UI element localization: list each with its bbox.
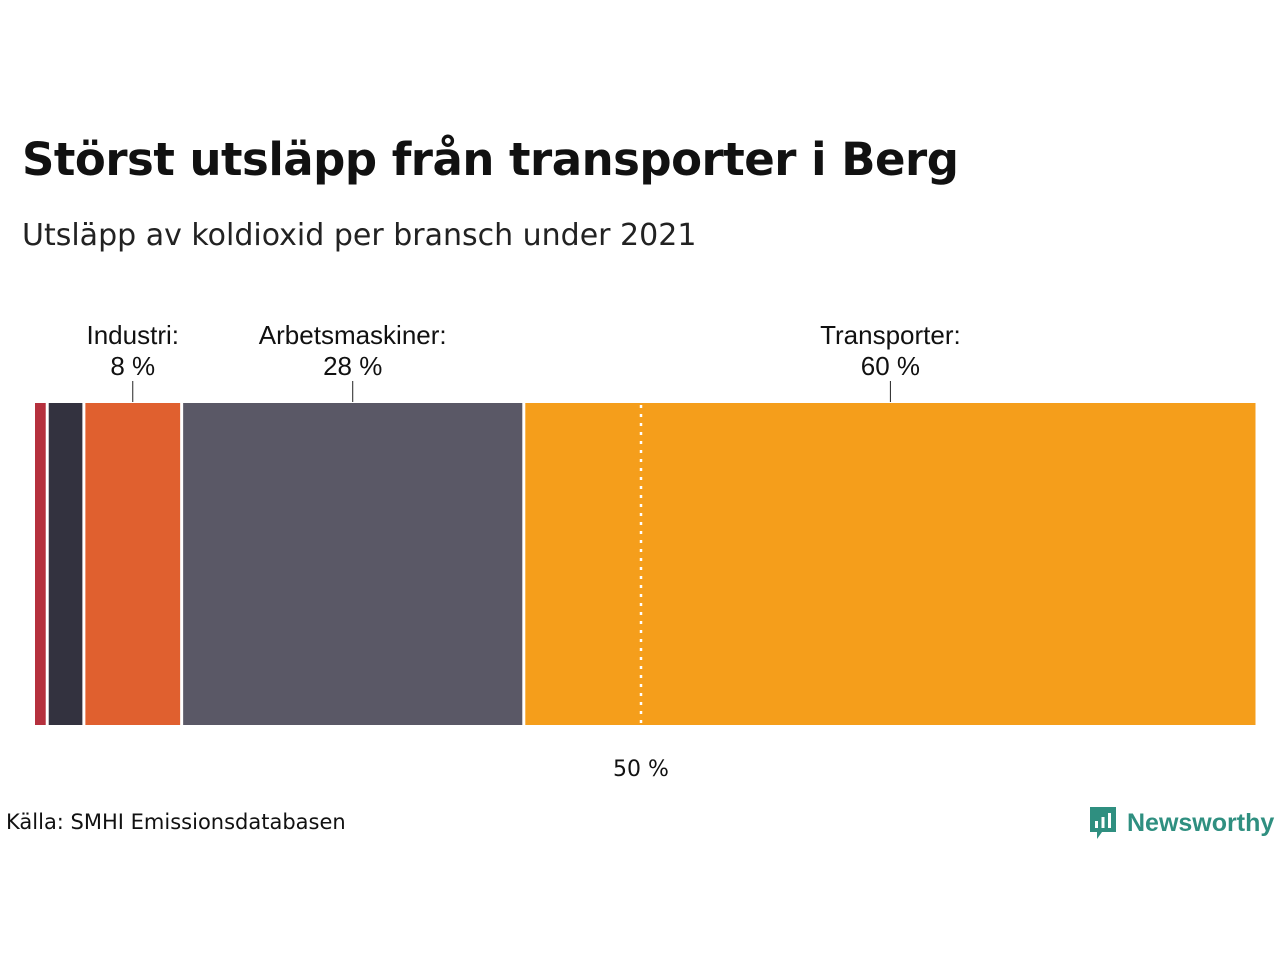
chart-subtitle: Utsläpp av koldioxid per bransch under 2…: [22, 218, 697, 253]
segment-value-label: 60 %: [861, 351, 920, 381]
chart-title: Störst utsläpp från transporter i Berg: [22, 133, 959, 186]
bar-segment: [85, 403, 181, 725]
bar-segment: [525, 403, 1256, 725]
newsworthy-logo: Newsworthy: [1088, 803, 1274, 843]
source-note: Källa: SMHI Emissionsdatabasen: [6, 810, 346, 834]
reference-line-label: 50 %: [613, 757, 669, 782]
bar-segment: [35, 403, 46, 725]
segment-value-label: 28 %: [323, 351, 382, 381]
stacked-bar-chart: Industri:8 % Arbetsmaskiner:28 % Transport…: [35, 320, 1256, 782]
bar-segment: [183, 403, 523, 725]
segment-label: Arbetsmaskiner:: [259, 320, 447, 350]
brand-name: Newsworthy: [1127, 808, 1275, 837]
bar-segment: [48, 403, 83, 725]
segment-label: Industri:: [87, 320, 180, 350]
segment-value-label: 8 %: [110, 351, 155, 381]
chart-bubble-icon: [1090, 807, 1116, 839]
segment-label: Transporter:: [820, 320, 961, 350]
